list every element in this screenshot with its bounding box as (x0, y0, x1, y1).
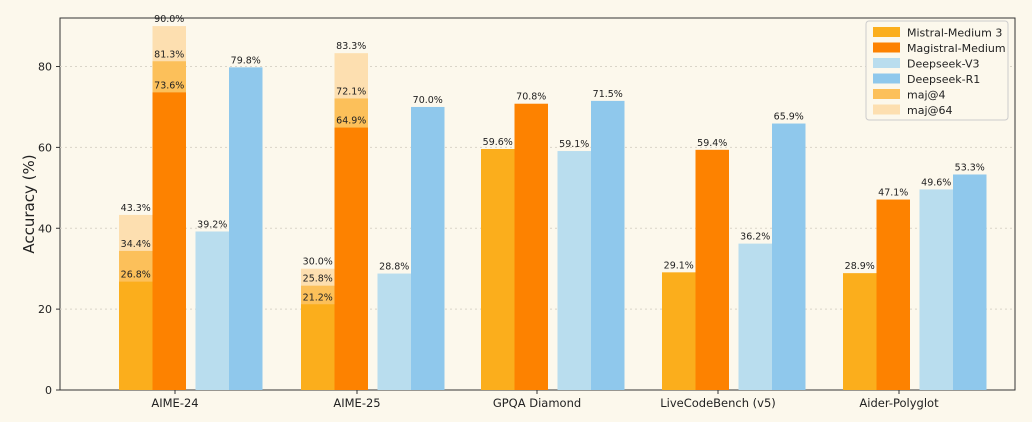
legend-swatch (873, 89, 900, 99)
data-bar (662, 272, 696, 390)
data-label: 47.1% (878, 188, 908, 199)
axis-layer: 0 20 40 60 80 AIME-24 AIME-25 GPQA Diamond LiveC… (38, 61, 939, 410)
data-label: 28.8% (379, 262, 409, 273)
legend-box (865, 20, 1009, 121)
data-label: 59.4% (697, 138, 727, 149)
bar-layer (119, 26, 987, 391)
data-bar (195, 231, 229, 390)
data-label: 28.9% (845, 261, 875, 272)
y-tick-label: 60 (38, 141, 52, 154)
data-label: 34.4% (121, 239, 151, 250)
data-label: 21.2% (303, 292, 333, 303)
data-label: 79.8% (231, 55, 261, 66)
data-bar (229, 67, 263, 390)
data-label: 25.8% (303, 274, 333, 285)
data-bar (919, 189, 953, 390)
legend: Mistral-Medium 3 Magistral-Medium Deepseek… (865, 20, 1009, 121)
x-tick-label: AIME-25 (333, 396, 380, 410)
data-label: 71.5% (593, 89, 623, 100)
data-label: 83.3% (336, 41, 366, 52)
legend-entry: maj@4 (907, 89, 946, 102)
y-tick-label: 40 (38, 222, 52, 235)
data-label: 70.0% (413, 95, 443, 106)
data-bar (334, 127, 368, 391)
y-tick-label: 80 (38, 61, 52, 74)
data-bar (119, 281, 153, 390)
data-bar (738, 243, 772, 390)
data-bar (876, 199, 910, 390)
legend-entry: Mistral-Medium 3 (907, 27, 1002, 40)
data-label: 59.6% (483, 137, 513, 148)
data-label: 73.6% (154, 80, 184, 91)
data-bar (557, 151, 591, 390)
legend-swatch (873, 58, 900, 68)
data-label: 72.1% (336, 86, 366, 97)
data-label: 90.0% (154, 14, 184, 25)
data-label: 29.1% (664, 260, 694, 271)
data-bar (843, 273, 877, 390)
data-label: 49.6% (921, 177, 951, 188)
data-bar (377, 273, 411, 390)
legend-entry: Deepseek-V3 (907, 58, 979, 71)
data-bar (772, 123, 806, 390)
legend-swatch (873, 27, 900, 37)
data-label: 59.1% (559, 139, 589, 150)
data-bar (301, 304, 335, 390)
data-bar (411, 106, 445, 391)
legend-swatch (873, 73, 900, 84)
legend-swatch (873, 42, 900, 53)
data-label: 53.3% (955, 162, 985, 173)
data-label: 70.8% (516, 92, 546, 103)
data-bar (591, 100, 625, 391)
legend-entry: maj@64 (907, 104, 953, 117)
data-bar (152, 92, 186, 391)
data-bar (481, 149, 515, 390)
legend-entry: Magistral-Medium (907, 42, 1006, 55)
data-label: 43.3% (121, 203, 151, 214)
data-bar (953, 174, 987, 390)
y-tick-label: 0 (45, 384, 52, 397)
data-label: 81.3% (154, 49, 184, 60)
data-bar (695, 149, 729, 390)
data-label: 65.9% (774, 112, 804, 123)
x-tick-label: LiveCodeBench (v5) (660, 396, 776, 410)
legend-entry: Deepseek-R1 (907, 73, 980, 86)
data-label: 64.9% (336, 116, 366, 127)
y-axis-label: Accuracy (%) (20, 154, 38, 253)
x-tick-label: Aider-Polyglot (859, 396, 939, 410)
data-label-layer: 43.3% 90.0% 34.4% 81.3% 26.8% 73.6% 39.2% 79.8%… (121, 14, 985, 303)
y-tick-label: 20 (38, 303, 52, 316)
x-tick-label: AIME-24 (151, 396, 198, 410)
data-bar (514, 103, 548, 390)
data-label: 30.0% (303, 257, 333, 268)
data-label: 39.2% (197, 219, 227, 230)
data-label: 36.2% (740, 232, 770, 243)
x-tick-label: GPQA Diamond (493, 396, 581, 410)
legend-swatch (873, 104, 900, 115)
data-label: 26.8% (121, 270, 151, 281)
